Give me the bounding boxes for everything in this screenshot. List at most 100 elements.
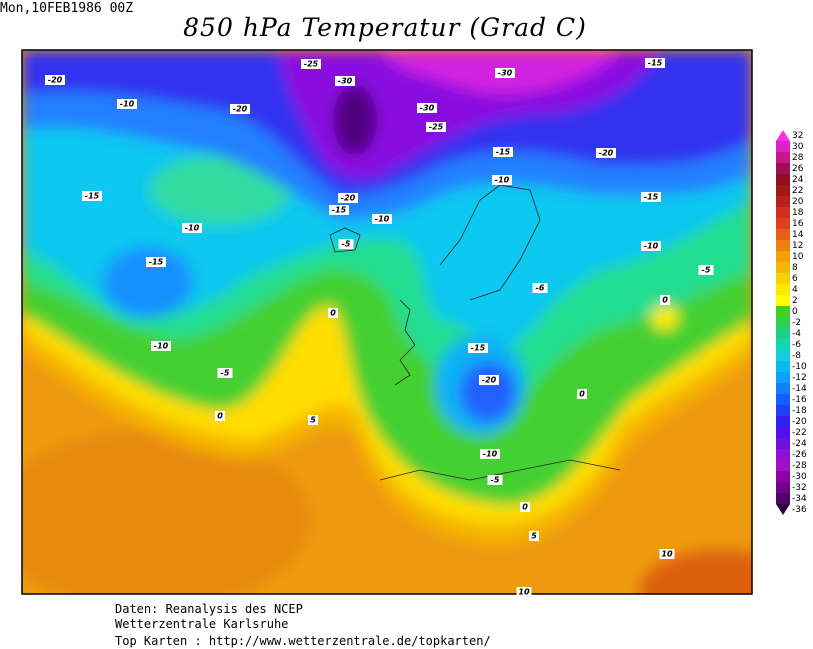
colorbar-label: -20 [792,417,807,427]
colorbar-cell [776,361,790,372]
contour-label-box [516,587,532,597]
contour-label: -10 [483,450,498,459]
contour-label-box [146,257,166,267]
contour-label: -20 [482,376,497,385]
contour-label: 0 [330,309,336,318]
contour-label: 10 [661,550,673,559]
colorbar-label: 20 [792,197,804,207]
colorbar-cell [776,438,790,449]
colorbar-label: 30 [792,142,804,152]
contour-label: -30 [498,69,513,78]
contour-label: -15 [648,59,663,68]
colorbar-cell [776,471,790,482]
colorbar-label: 14 [792,230,804,240]
contour-label-box [645,58,665,68]
colorbar-label: 28 [792,153,804,163]
contour-label: -10 [120,100,135,109]
contour-label-box [338,239,354,249]
contour-label-box [308,415,318,425]
contour-label: -10 [154,342,169,351]
contour-label: -15 [496,148,511,157]
colorbar-label: 12 [792,241,803,251]
colorbar-cell [776,317,790,328]
contour-label: -10 [644,242,659,251]
contour-label: -5 [491,476,500,485]
contour-label: -15 [332,206,347,215]
colorbar-label: -36 [792,505,807,515]
colorbar-cell [776,350,790,361]
colorbar-label: 8 [792,263,798,273]
map-title: 850 hPa Temperatur (Grad C) [183,13,587,42]
contour-label: -5 [221,369,230,378]
contour-label: -20 [599,149,614,158]
colorbar-label: 4 [792,285,798,295]
contour-label: -15 [85,192,100,201]
colorbar-label: 26 [792,164,804,174]
colorbar-label: -6 [792,340,801,350]
colorbar-label: -4 [792,329,801,339]
colorbar-cell [776,460,790,471]
colorbar-cell [776,207,790,218]
contour-label-box [532,283,548,293]
contour-label-box [82,191,102,201]
colorbar-label: -34 [792,494,807,504]
contour-label: 0 [662,296,668,305]
contour-label-box [328,308,338,318]
contour-label: -20 [341,194,356,203]
contour-label: -5 [342,240,351,249]
contour-label: -30 [420,104,435,113]
colorbar-cell [776,174,790,185]
colorbar-label: 0 [792,307,798,317]
colorbar-cell [776,405,790,416]
colorbar-label: 32 [792,131,803,141]
contour-label: 10 [518,588,530,597]
colorbar-cell [776,416,790,427]
contour-label-box [480,449,500,459]
contour-label-box [329,205,349,215]
colorbar-label: -16 [792,395,807,405]
colorbar-label: -18 [792,406,807,416]
contour-label-box [698,265,714,275]
colorbar-cell [776,306,790,317]
colorbar-cell [776,295,790,306]
contour-label-box [426,122,446,132]
contour-label-box [338,193,358,203]
colorbar-cell [776,383,790,394]
colorbar-cell [776,141,790,152]
contour-label-box [495,68,515,78]
colorbar-cell [776,130,790,141]
colorbar-cell [776,152,790,163]
colorbar-label: 16 [792,219,804,229]
contour-label: -10 [185,224,200,233]
contour-label-box [45,75,65,85]
contour-label-box [577,389,587,399]
contour-label: -15 [644,193,659,202]
contour-label-box [520,502,530,512]
map-frame [21,49,753,595]
temperature-field [22,50,752,594]
contour-label: -20 [233,105,248,114]
colorbar-cell [776,427,790,438]
contour-label: 0 [522,503,528,512]
colorbar-label: -2 [792,318,801,328]
colorbar-cell [776,185,790,196]
colorbar-cell [776,504,790,515]
colorbar-cell [776,328,790,339]
contour-label-box [641,241,661,251]
footer-line: Wetterzentrale Karlsruhe [115,617,288,631]
colorbar-label: -8 [792,351,801,361]
contour-label: -25 [429,123,444,132]
contour-label-box [182,223,202,233]
contour-label-box [217,368,233,378]
colorbar-cell [776,262,790,273]
contour-label: 0 [579,390,585,399]
contour-label: 5 [531,532,537,541]
contour-label: -25 [304,60,319,69]
contour-label: -20 [48,76,63,85]
contour-label-box [117,99,137,109]
contour-label-box [230,104,250,114]
colorbar-label: 18 [792,208,804,218]
colorbar-label: 22 [792,186,803,196]
colorbar-label: -14 [792,384,807,394]
